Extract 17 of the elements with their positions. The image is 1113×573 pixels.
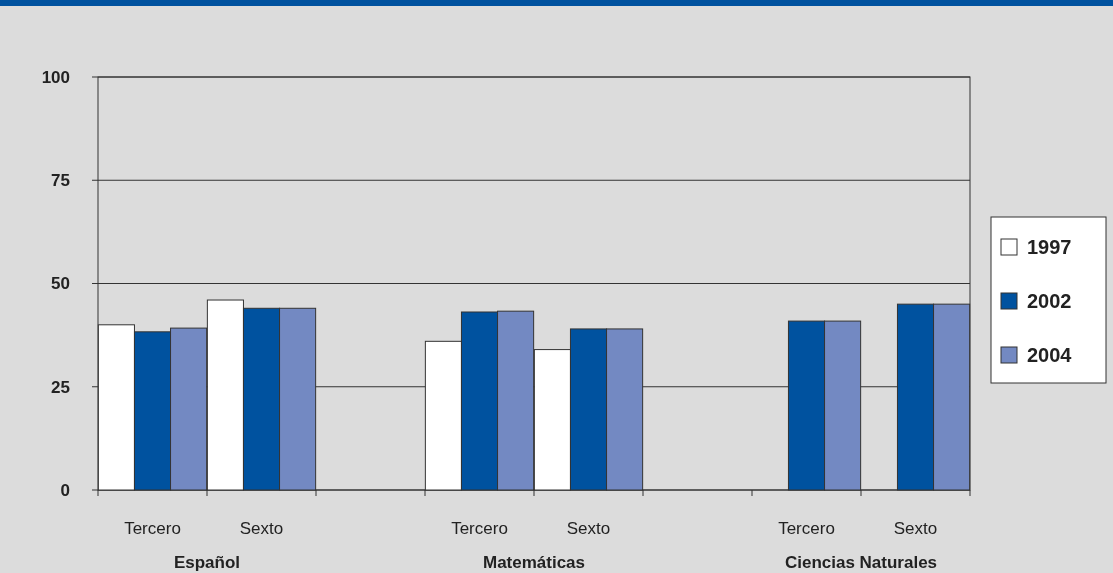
x-tick-label: Tercero [778, 519, 835, 538]
x-tick-label: Tercero [124, 519, 181, 538]
legend-label: 1997 [1027, 236, 1072, 258]
y-tick-label: 0 [60, 480, 70, 500]
text: Matemáticas [482, 553, 586, 572]
y-tick-label: 25 [51, 377, 70, 397]
legend-label: 2004 [1027, 344, 1073, 366]
x-tick-label: Sexto [893, 519, 938, 538]
y-tick-label: 75 [51, 171, 70, 191]
legend-label: 2002 [1027, 290, 1072, 312]
x-tick-label: Tercero [451, 519, 508, 538]
text: Ciencias Naturales [784, 553, 938, 572]
y-tick-label: 50 [51, 274, 70, 294]
y-tick-label: 100 [41, 67, 70, 87]
x-tick-label: Sexto [566, 519, 611, 538]
text: Español [173, 553, 241, 572]
x-tick-label: Sexto [239, 519, 284, 538]
